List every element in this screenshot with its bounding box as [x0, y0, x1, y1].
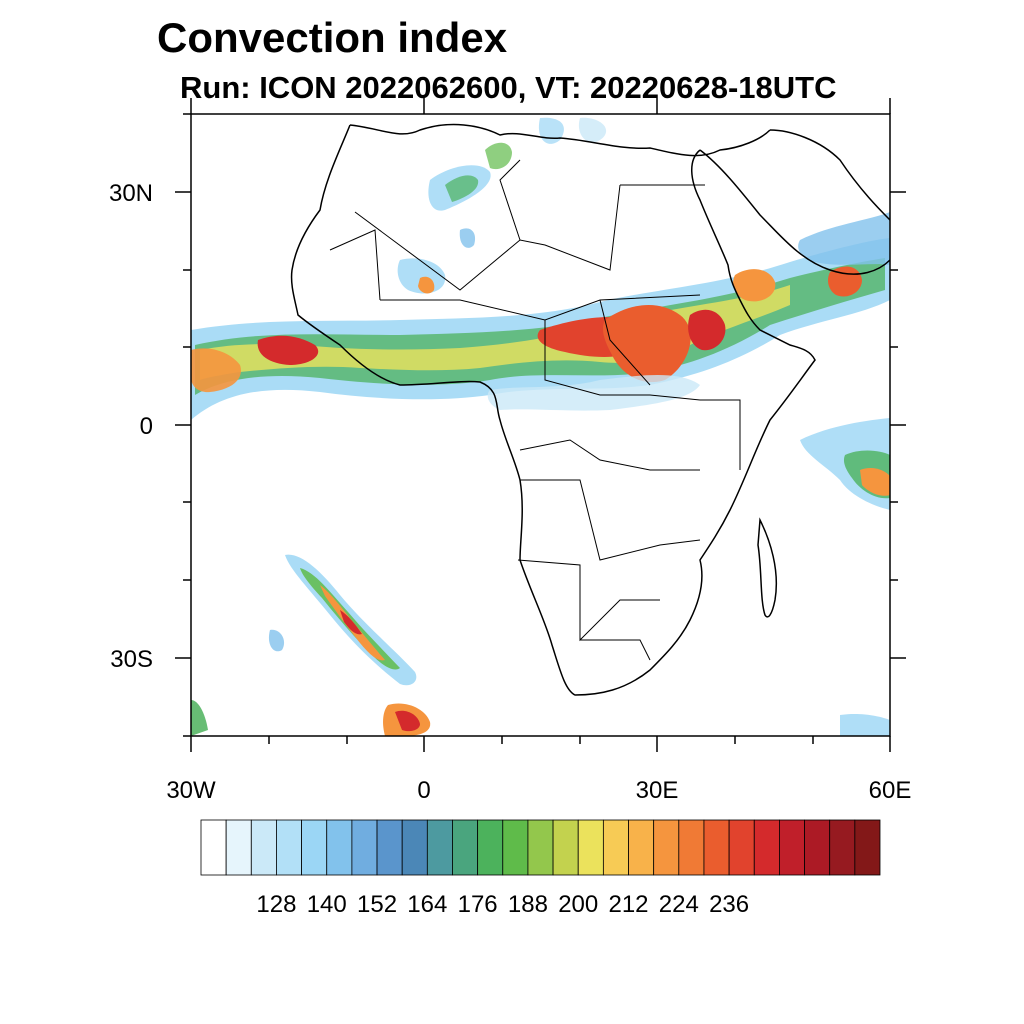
- colorbar-labels: 128 140 152 164 176 188 200 212 224 236: [256, 891, 749, 918]
- coastlines: [290, 123, 890, 696]
- map-panel: [191, 114, 890, 736]
- colorbar-swatch: [200, 819, 227, 876]
- colorbar-swatch: [728, 819, 755, 876]
- colorbar-swatch: [804, 819, 831, 876]
- colorbar-swatch: [527, 819, 554, 876]
- map-title: Convection index: [157, 14, 508, 61]
- colorbar-swatch: [225, 819, 252, 876]
- map-subtitle: Run: ICON 2022062600, VT: 20220628-18UTC: [180, 70, 837, 105]
- colorbar-swatch: [628, 819, 655, 876]
- lon-label-60e: 60E: [869, 777, 912, 804]
- convection-field: [191, 117, 890, 736]
- colorbar-label: 152: [357, 891, 397, 918]
- lon-ticks: [190, 98, 891, 752]
- colorbar-label: 200: [558, 891, 598, 918]
- colorbar-swatch: [502, 819, 529, 876]
- colorbar-swatch: [477, 819, 504, 876]
- colorbar-swatch: [577, 819, 604, 876]
- colorbar-swatch: [703, 819, 730, 876]
- colorbar-swatch: [276, 819, 302, 876]
- lat-ticks: [175, 113, 906, 737]
- colorbar-swatch: [602, 819, 629, 876]
- colorbar-label: 212: [608, 891, 648, 918]
- colorbar-swatch: [854, 819, 881, 876]
- colorbar-label: 236: [709, 891, 749, 918]
- lon-label-30e: 30E: [636, 777, 679, 804]
- colorbar-label: 188: [508, 891, 548, 918]
- colorbar: [200, 819, 881, 876]
- colorbar-label: 224: [659, 891, 699, 918]
- lon-label-0: 0: [417, 777, 430, 804]
- colorbar-swatch: [452, 819, 479, 876]
- colorbar-swatch: [351, 819, 378, 876]
- colorbar-label: 140: [307, 891, 347, 918]
- country-borders: [329, 159, 741, 661]
- colorbar-swatch: [779, 819, 805, 876]
- colorbar-swatch: [753, 819, 780, 876]
- lat-label-30s: 30S: [110, 646, 153, 673]
- colorbar-swatch: [552, 819, 579, 876]
- colorbar-swatch: [678, 819, 705, 876]
- colorbar-swatch: [301, 819, 328, 876]
- colorbar-swatch: [426, 819, 453, 876]
- colorbar-swatch: [326, 819, 353, 876]
- lon-label-30w: 30W: [166, 777, 216, 804]
- colorbar-swatch: [376, 819, 403, 876]
- colorbar-label: 164: [407, 891, 447, 918]
- lat-label-0: 0: [140, 413, 153, 440]
- colorbar-swatch: [250, 819, 277, 876]
- colorbar-swatch: [653, 819, 680, 876]
- lat-label-30n: 30N: [109, 180, 153, 207]
- colorbar-label: 176: [458, 891, 498, 918]
- colorbar-swatch: [829, 819, 856, 876]
- colorbar-swatch: [401, 819, 428, 876]
- colorbar-label: 128: [256, 891, 296, 918]
